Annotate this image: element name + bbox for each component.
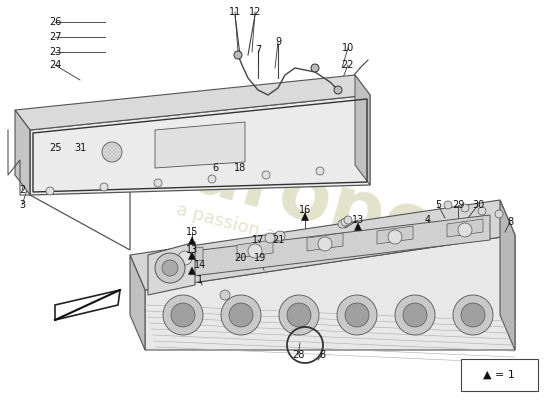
- Polygon shape: [167, 247, 203, 265]
- Circle shape: [318, 237, 332, 251]
- Polygon shape: [15, 110, 30, 195]
- Polygon shape: [55, 290, 120, 320]
- Polygon shape: [237, 240, 273, 258]
- Text: 7: 7: [255, 45, 261, 55]
- Text: 6: 6: [212, 163, 218, 173]
- Text: 29: 29: [452, 200, 464, 210]
- Text: 15: 15: [186, 227, 198, 237]
- Text: 1: 1: [197, 275, 203, 285]
- Polygon shape: [377, 226, 413, 244]
- Circle shape: [220, 290, 230, 300]
- Circle shape: [171, 303, 195, 327]
- Circle shape: [345, 303, 369, 327]
- Polygon shape: [130, 255, 145, 350]
- Polygon shape: [130, 200, 515, 290]
- Circle shape: [154, 179, 162, 187]
- Circle shape: [102, 142, 122, 162]
- Text: 3: 3: [19, 200, 25, 210]
- Polygon shape: [189, 237, 195, 244]
- Polygon shape: [447, 219, 483, 237]
- Text: 5: 5: [435, 200, 441, 210]
- Circle shape: [338, 220, 346, 228]
- Text: 10: 10: [342, 43, 354, 53]
- Text: 18: 18: [234, 163, 246, 173]
- Circle shape: [229, 303, 253, 327]
- Polygon shape: [189, 252, 195, 260]
- Circle shape: [208, 175, 216, 183]
- Circle shape: [163, 295, 203, 335]
- Circle shape: [337, 295, 377, 335]
- Text: 4: 4: [425, 215, 431, 225]
- Circle shape: [344, 216, 352, 224]
- Text: 17: 17: [252, 235, 264, 245]
- Polygon shape: [500, 200, 515, 350]
- Circle shape: [461, 204, 469, 212]
- Text: ▲ = 1: ▲ = 1: [483, 370, 515, 380]
- Circle shape: [287, 303, 311, 327]
- Text: 23: 23: [49, 47, 61, 57]
- Circle shape: [178, 251, 192, 265]
- Circle shape: [221, 295, 261, 335]
- Circle shape: [395, 295, 435, 335]
- Polygon shape: [307, 233, 343, 251]
- Polygon shape: [355, 223, 361, 230]
- Circle shape: [234, 51, 242, 59]
- Circle shape: [265, 233, 275, 243]
- Text: 27: 27: [49, 32, 61, 42]
- Circle shape: [453, 295, 493, 335]
- Circle shape: [478, 207, 486, 215]
- Text: 14: 14: [194, 260, 206, 270]
- Text: 31: 31: [74, 143, 86, 153]
- Circle shape: [341, 218, 349, 226]
- Polygon shape: [355, 75, 370, 185]
- Text: 25: 25: [49, 143, 61, 153]
- Polygon shape: [160, 215, 490, 280]
- Text: 2: 2: [19, 185, 25, 195]
- Text: europes: europes: [132, 119, 488, 281]
- Circle shape: [162, 260, 178, 276]
- Text: 22: 22: [342, 60, 354, 70]
- Text: 24: 24: [49, 60, 61, 70]
- Text: 13: 13: [186, 245, 198, 255]
- Polygon shape: [301, 213, 309, 220]
- Text: 16: 16: [299, 205, 311, 215]
- Circle shape: [279, 295, 319, 335]
- Text: 11: 11: [229, 7, 241, 17]
- Text: 21: 21: [272, 235, 284, 245]
- Text: 13: 13: [352, 215, 364, 225]
- Polygon shape: [155, 122, 245, 168]
- Circle shape: [458, 223, 472, 237]
- Text: 20: 20: [234, 253, 246, 263]
- Circle shape: [388, 230, 402, 244]
- Polygon shape: [189, 267, 195, 274]
- Text: a passion available since 1985: a passion available since 1985: [174, 200, 447, 290]
- Circle shape: [248, 244, 262, 258]
- Text: 28: 28: [292, 350, 304, 360]
- Circle shape: [316, 167, 324, 175]
- Polygon shape: [15, 75, 370, 130]
- Circle shape: [403, 303, 427, 327]
- Circle shape: [444, 201, 452, 209]
- Polygon shape: [148, 242, 195, 295]
- Circle shape: [311, 64, 319, 72]
- Circle shape: [495, 210, 503, 218]
- Circle shape: [275, 231, 285, 241]
- Text: 30: 30: [472, 200, 484, 210]
- Text: 8: 8: [507, 217, 513, 227]
- Text: 19: 19: [254, 253, 266, 263]
- Circle shape: [262, 171, 270, 179]
- FancyBboxPatch shape: [461, 359, 538, 391]
- Text: 9: 9: [275, 37, 281, 47]
- Circle shape: [155, 253, 185, 283]
- Text: 12: 12: [249, 7, 261, 17]
- Text: 8: 8: [319, 350, 325, 360]
- Circle shape: [461, 303, 485, 327]
- Text: 26: 26: [49, 17, 61, 27]
- Polygon shape: [145, 235, 515, 350]
- Polygon shape: [30, 95, 370, 195]
- Circle shape: [100, 183, 108, 191]
- Circle shape: [334, 86, 342, 94]
- Circle shape: [46, 187, 54, 195]
